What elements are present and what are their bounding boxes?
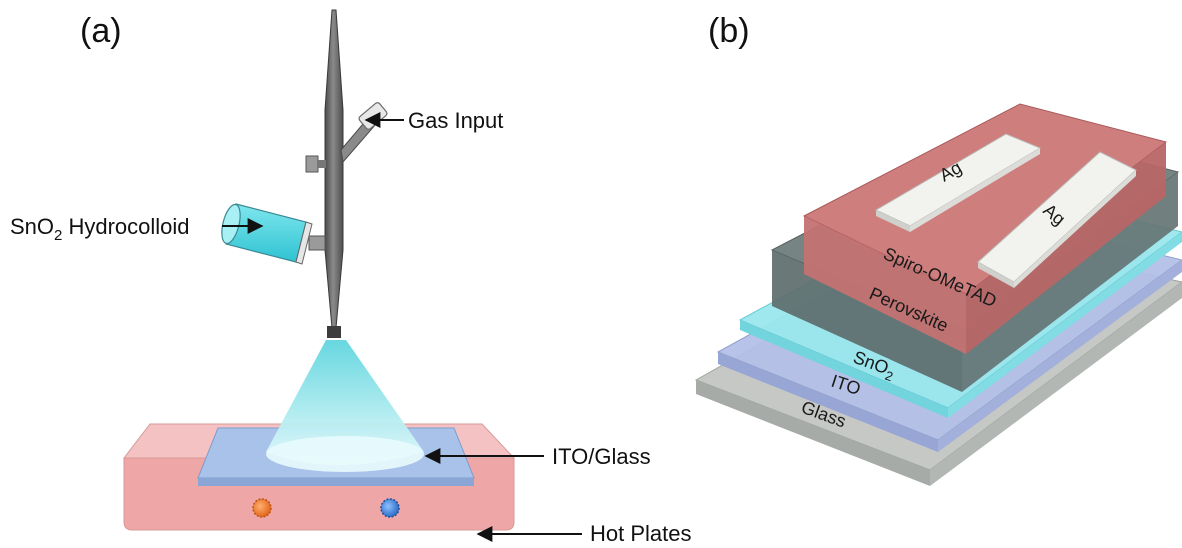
panel-b-label: (b): [708, 12, 750, 50]
ito-glass-label: ITO/Glass: [552, 444, 651, 469]
ag-electrode-1: [874, 133, 1042, 232]
panel-a-label: (a): [80, 12, 122, 50]
heating-indicator-orange: [252, 498, 272, 518]
nozzle-tip: [327, 326, 341, 338]
hydrocolloid-label: SnO2 Hydrocolloid: [10, 214, 190, 244]
spiro-layer: [802, 103, 1168, 354]
spray-cone: [266, 340, 424, 472]
heating-indicator-blue: [380, 498, 400, 518]
ag-electrode-2: [977, 151, 1137, 288]
spray-nozzle: [305, 9, 388, 338]
hot-plates-label: Hot Plates: [590, 521, 692, 546]
gas-input-label: Gas Input: [408, 108, 503, 133]
sno2-vial: [221, 203, 313, 265]
